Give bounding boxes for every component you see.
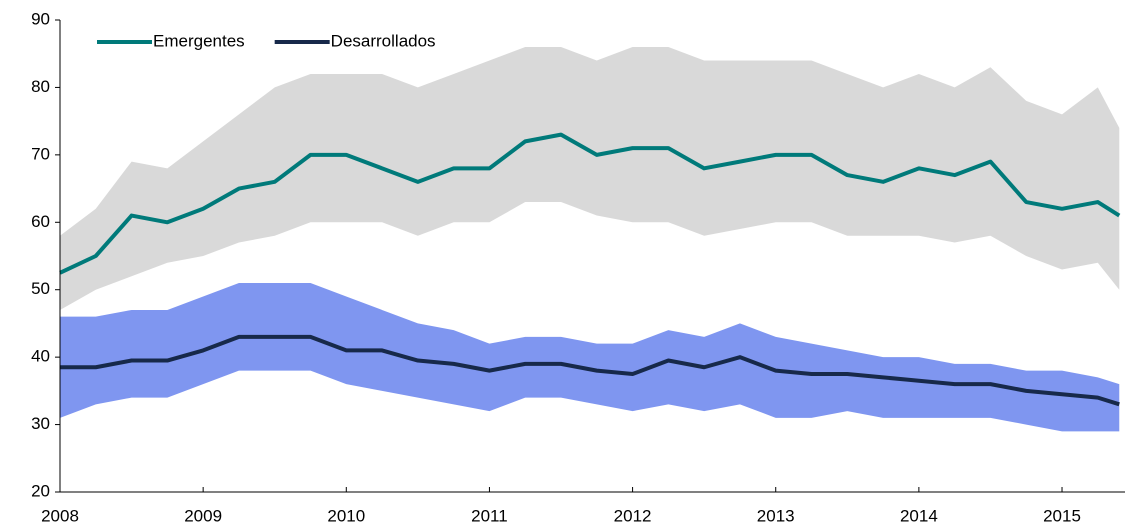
y-tick-label: 80	[31, 77, 50, 96]
y-tick-label: 90	[31, 9, 50, 28]
x-tick-label: 2010	[327, 506, 365, 525]
series-line	[60, 334, 1120, 407]
x-tick-label: 2014	[900, 506, 938, 525]
x-tick-label: 2011	[471, 506, 508, 525]
x-tick-label: 2015	[1043, 506, 1081, 525]
series-line	[59, 132, 1121, 275]
y-tick-label: 30	[31, 414, 50, 433]
range-band	[60, 46, 1120, 310]
x-tick-label: 2012	[614, 506, 652, 525]
legend-label: Desarrollados	[331, 31, 436, 50]
y-tick-label: 20	[31, 481, 50, 500]
y-tick-label: 60	[31, 212, 50, 231]
legend-label: Emergentes	[153, 31, 245, 50]
x-tick-label: 2013	[757, 506, 795, 525]
y-tick-label: 40	[31, 347, 50, 366]
x-tick-label: 2009	[184, 506, 222, 525]
x-tick-label: 2008	[41, 506, 79, 525]
range-band	[60, 282, 1120, 432]
y-tick-label: 70	[31, 144, 50, 163]
y-tick-label: 50	[31, 279, 50, 298]
